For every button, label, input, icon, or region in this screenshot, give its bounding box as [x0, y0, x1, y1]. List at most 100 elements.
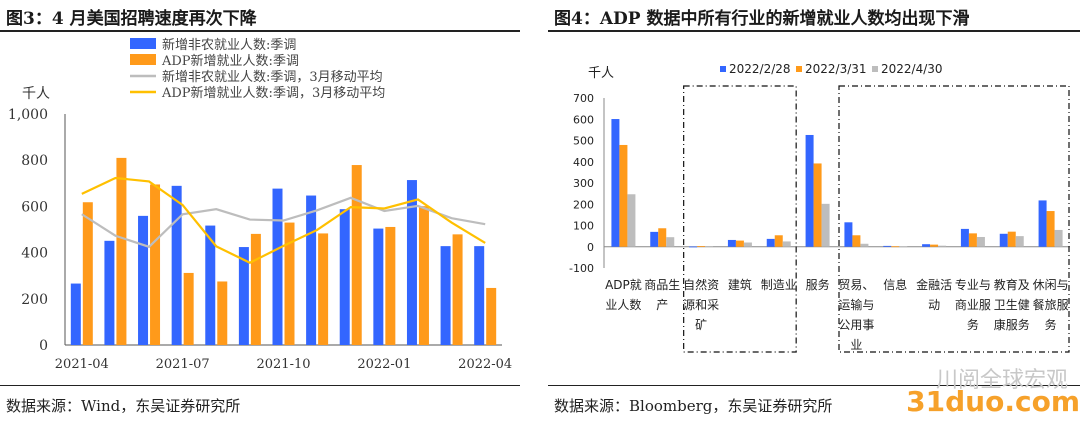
left-bar-nonfarm: [272, 188, 283, 345]
left-bar-adp: [351, 165, 362, 345]
right-category-label: 产: [656, 298, 668, 312]
right-category-label: 动: [928, 298, 940, 312]
right-bar: [968, 233, 977, 247]
right-bar: [743, 242, 752, 247]
right-bar: [619, 144, 628, 247]
right-bar: [899, 246, 908, 248]
left-bar-nonfarm: [339, 209, 350, 345]
right-y-tick-label: 600: [573, 113, 594, 126]
right-category-label: 自然资: [683, 277, 719, 292]
left-bar-adp: [150, 184, 161, 345]
right-bar: [766, 238, 775, 247]
right-bar: [960, 228, 969, 247]
left-bar-nonfarm: [205, 225, 216, 345]
right-bar: [735, 240, 744, 247]
left-y-tick-label: 200: [21, 292, 48, 308]
right-y-tick-label: 300: [573, 177, 594, 190]
left-bar-adp: [250, 233, 261, 345]
left-title-rule: [0, 30, 520, 32]
right-bar: [658, 228, 667, 247]
right-category-label: 务: [1045, 317, 1057, 332]
right-bar: [1038, 200, 1047, 247]
right-bar: [860, 243, 869, 247]
right-bar: [891, 246, 900, 248]
right-y-tick-label: 100: [573, 220, 594, 233]
right-chart-source: 数据来源：Bloomberg，东吴证券研究所: [554, 397, 833, 415]
right-y-tick-label: 700: [573, 92, 594, 105]
left-bar-adp: [217, 281, 228, 345]
left-y-tick-label: 0: [39, 338, 48, 354]
right-y-tick-label: 400: [573, 156, 594, 169]
left-y-tick-label: 800: [21, 153, 48, 169]
right-legend-swatch: [872, 66, 878, 72]
left-chart-title: 图3：4 月美国招聘速度再次下降: [6, 9, 257, 29]
left-bar-adp: [116, 157, 127, 345]
right-bar: [727, 239, 736, 247]
watermark-text: 川阅全球宏观: [935, 368, 1068, 393]
left-bar-nonfarm: [373, 228, 384, 345]
right-chart-title: 图4：ADP 数据中所有行业的新增就业人数均出现下滑: [554, 9, 970, 29]
right-bar: [883, 245, 892, 247]
left-line-nonfarm-ma3: [81, 196, 486, 249]
watermark-site: 31duo.com: [906, 385, 1080, 418]
left-chart-panel: 图3：4 月美国招聘速度再次下降 千人 0 200 400 600 800 1,000 202…: [0, 0, 520, 423]
left-bar-nonfarm: [138, 215, 149, 345]
right-category-label: 服务: [806, 277, 830, 292]
left-y-tick-label: 1,000: [8, 107, 48, 123]
right-legend-swatch: [720, 66, 726, 72]
left-bar-adp: [284, 222, 295, 345]
left-bar-nonfarm: [406, 180, 417, 345]
left-line-adp-ma3: [81, 176, 486, 264]
right-bar: [627, 194, 636, 247]
right-bar: [922, 244, 931, 247]
left-bar-nonfarm: [70, 283, 81, 345]
left-y-tick-label: 400: [21, 246, 48, 262]
left-bar-nonfarm: [306, 195, 317, 345]
right-bar: [611, 119, 620, 247]
right-bar: [782, 241, 791, 247]
right-bar: [813, 163, 822, 247]
left-x-tick-label: 2022-04: [458, 357, 512, 372]
right-category-label: 公用事: [838, 318, 874, 332]
left-bar-nonfarm: [440, 246, 451, 345]
right-category-label: 运输与: [838, 297, 874, 312]
left-bar-adp: [486, 287, 497, 345]
left-bar-adp: [183, 272, 194, 345]
left-legend-swatch: [130, 38, 156, 49]
left-legend-swatch: [130, 54, 156, 65]
right-category-label: 贸易、: [838, 278, 874, 292]
left-x-tick-label: 2021-04: [55, 357, 109, 372]
right-legend-label: 2022/3/31: [805, 62, 867, 76]
left-legend-label: 新增非农就业人数:季调，3月移动平均: [162, 69, 383, 85]
right-bar: [666, 237, 675, 247]
right-y-tick-label: 200: [573, 198, 594, 211]
right-bar: [1015, 236, 1024, 247]
right-bar: [938, 245, 947, 247]
right-chart-panel: 图4：ADP 数据中所有行业的新增就业人数均出现下滑 千人 -100 0 100 200…: [548, 0, 1080, 423]
right-services-group-box: [838, 85, 1070, 353]
left-x-tick-label: 2022-01: [357, 357, 411, 372]
right-title-rule: [548, 30, 1080, 32]
left-bar-adp: [385, 226, 396, 345]
right-bar: [705, 246, 714, 247]
right-category-label: 信息: [883, 277, 907, 292]
left-x-tick-label: 2021-07: [156, 357, 210, 372]
right-bar: [774, 235, 783, 247]
right-y-axis-label: 千人: [588, 66, 614, 81]
left-bar-nonfarm: [474, 246, 485, 345]
left-y-axis-label: 千人: [22, 86, 50, 102]
right-category-label: 商品生: [644, 277, 680, 292]
right-category-label: 康服务: [994, 317, 1030, 332]
right-category-label: 制造业: [761, 278, 797, 292]
right-category-label: 教育及: [994, 277, 1030, 292]
left-bar-adp: [318, 233, 329, 345]
right-category-label: 专业与: [955, 277, 991, 292]
right-legend-label: 2022/2/28: [729, 62, 791, 76]
right-bar: [1054, 229, 1063, 247]
left-bar-adp: [418, 206, 429, 345]
right-category-label: 业人数: [605, 297, 641, 312]
right-bar: [1046, 211, 1055, 247]
left-chart-source: 数据来源：Wind，东吴证券研究所: [6, 397, 241, 415]
right-goods-group-box: [683, 85, 797, 353]
